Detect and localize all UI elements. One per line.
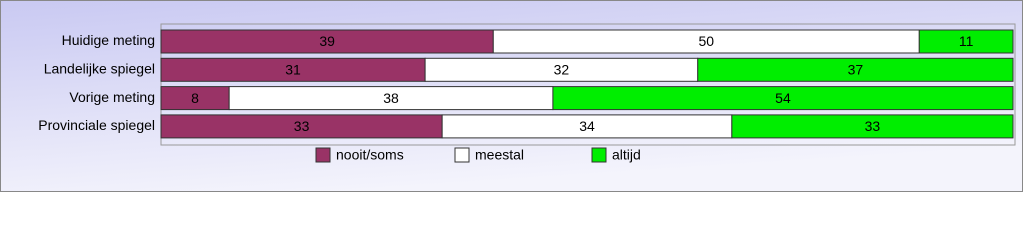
legend-label: altijd [612, 147, 641, 163]
data-label: 39 [319, 33, 335, 49]
y-tick-label: Huidige meting [62, 32, 155, 48]
data-label: 38 [383, 90, 399, 106]
legend-swatch [315, 147, 331, 163]
data-label: 54 [775, 90, 791, 106]
y-tick-label: Provinciale spiegel [38, 117, 155, 133]
legend-label: meestal [475, 147, 524, 163]
legend-swatch [454, 147, 470, 163]
data-label: 11 [959, 33, 974, 49]
bar-segment [552, 86, 1014, 111]
data-label: 34 [579, 118, 595, 134]
legend-label: nooit/soms [336, 147, 404, 163]
y-tick-label: Landelijke spiegel [44, 61, 155, 77]
bar-segment [731, 114, 1014, 139]
data-label: 33 [294, 118, 310, 134]
data-label: 31 [285, 62, 301, 78]
data-label: 33 [865, 118, 881, 134]
bar-segment [697, 57, 1014, 82]
data-label: 32 [554, 62, 570, 78]
data-label: 50 [698, 33, 714, 49]
bar-segment [918, 29, 1014, 54]
data-label: 8 [191, 90, 199, 106]
legend-swatch [591, 147, 607, 163]
data-label: 37 [848, 62, 864, 78]
chart: Huidige meting 39 50 11 Landelijke spiegel 31… [0, 0, 1023, 192]
plot-area [160, 23, 1016, 146]
y-tick-label: Vorige meting [69, 89, 155, 105]
